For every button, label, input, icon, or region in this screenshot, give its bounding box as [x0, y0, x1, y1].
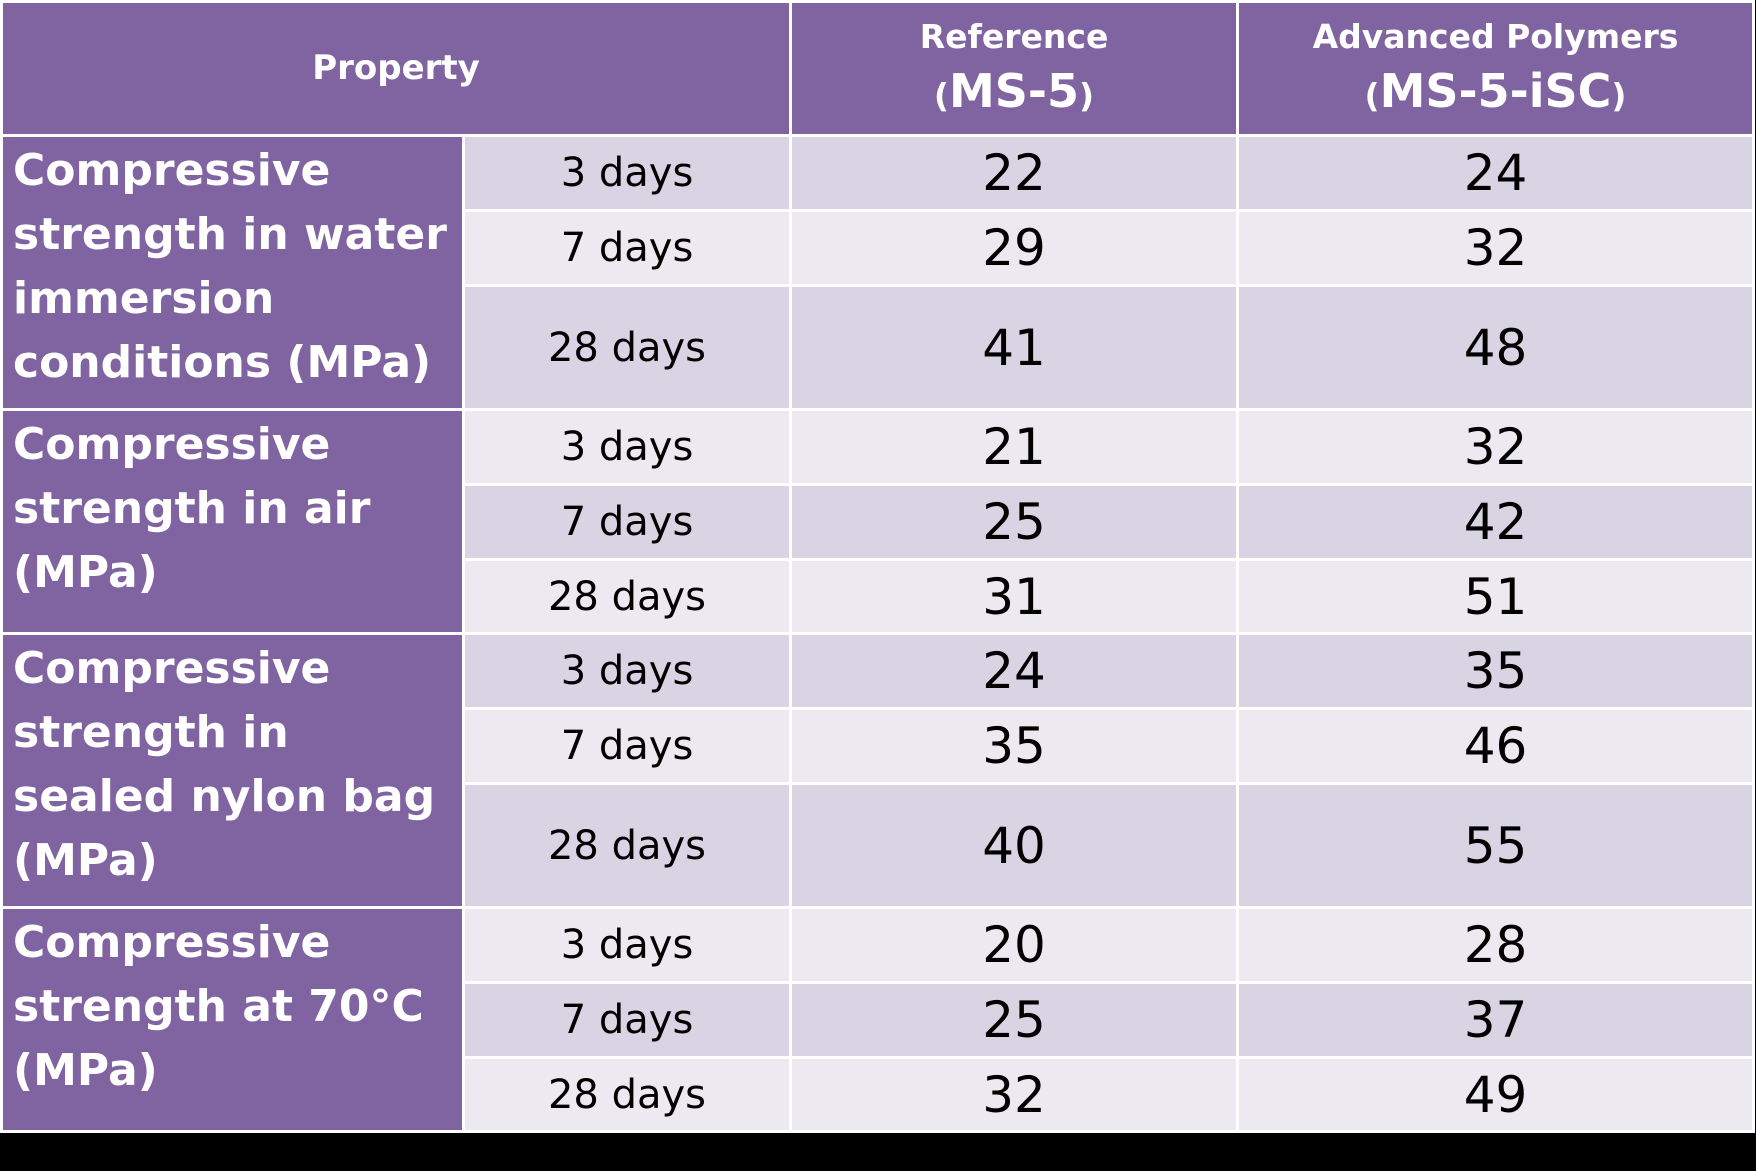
reference-value: 32 — [789, 1056, 1240, 1133]
advanced-value: 24 — [1236, 134, 1756, 212]
reference-value: 35 — [789, 707, 1240, 785]
advanced-value: 51 — [1236, 558, 1756, 635]
table-row: Compressive strength in water immersion … — [0, 134, 1756, 411]
table-row: 28 days 41 48 — [2, 284, 1756, 411]
reference-value: 25 — [789, 483, 1240, 561]
reference-value: 21 — [789, 408, 1240, 486]
advanced-value: 42 — [1236, 483, 1756, 561]
advanced-value: 49 — [1236, 1056, 1756, 1133]
reference-value: 22 — [789, 134, 1240, 212]
advanced-value: 55 — [1236, 782, 1756, 909]
table-row: 7 days 25 37 — [2, 981, 1756, 1059]
advanced-value: 48 — [1236, 284, 1756, 411]
reference-value: 24 — [789, 632, 1240, 710]
advanced-value: 35 — [1236, 632, 1756, 710]
age-cell: 7 days — [461, 707, 793, 785]
age-cell: 3 days — [461, 632, 793, 710]
age-cell: 28 days — [461, 782, 793, 909]
table-row: 28 days 31 51 — [2, 558, 1756, 635]
advanced-value: 28 — [1236, 906, 1756, 984]
reference-value: 25 — [789, 981, 1240, 1059]
age-cell: 7 days — [461, 981, 793, 1059]
header-advanced-line1: Advanced Polymers — [1312, 17, 1679, 57]
age-cell: 28 days — [461, 284, 793, 411]
age-cell: 28 days — [461, 1056, 793, 1133]
age-cell: 7 days — [461, 209, 793, 287]
table-row: Compressive strength at 70°C (MPa) 3 day… — [0, 906, 1756, 1133]
age-cell: 3 days — [461, 134, 793, 212]
advanced-value: 46 — [1236, 707, 1756, 785]
table-row: 28 days 40 55 — [2, 782, 1756, 909]
strength-table: Property Reference (MS-5) Advanced Polym… — [0, 0, 1756, 1133]
table-row: Compressive strength in air (MPa) 3 days… — [0, 408, 1756, 635]
table-row: 7 days 35 46 — [2, 707, 1756, 785]
table-row: Compressive strength in sealed nylon bag… — [0, 632, 1756, 909]
advanced-value: 32 — [1236, 408, 1756, 486]
reference-value: 40 — [789, 782, 1240, 909]
table-row: 7 days 29 32 — [2, 209, 1756, 287]
table-row: 7 days 25 42 — [2, 483, 1756, 561]
group-label-sealed: Compressive strength in sealed nylon bag… — [0, 632, 465, 909]
header-reference-line1: Reference — [919, 17, 1109, 57]
header-advanced: Advanced Polymers (MS-5-iSC) — [1236, 0, 1756, 137]
header-reference-line2: MS-5 — [949, 64, 1080, 119]
advanced-value: 32 — [1236, 209, 1756, 287]
age-cell: 3 days — [461, 408, 793, 486]
group-label-air: Compressive strength in air (MPa) — [0, 408, 465, 635]
reference-value: 29 — [789, 209, 1240, 287]
age-cell: 28 days — [461, 558, 793, 635]
reference-value: 20 — [789, 906, 1240, 984]
advanced-value: 37 — [1236, 981, 1756, 1059]
header-reference: Reference (MS-5) — [789, 0, 1240, 137]
group-label-water: Compressive strength in water immersion … — [0, 134, 465, 411]
table-row: 28 days 32 49 — [2, 1056, 1756, 1133]
group-label-70c: Compressive strength at 70°C (MPa) — [0, 906, 465, 1133]
header-advanced-line2: MS-5-iSC — [1379, 64, 1612, 119]
age-cell: 7 days — [461, 483, 793, 561]
reference-value: 31 — [789, 558, 1240, 635]
header-property: Property — [0, 0, 793, 137]
reference-value: 41 — [789, 284, 1240, 411]
age-cell: 3 days — [461, 906, 793, 984]
